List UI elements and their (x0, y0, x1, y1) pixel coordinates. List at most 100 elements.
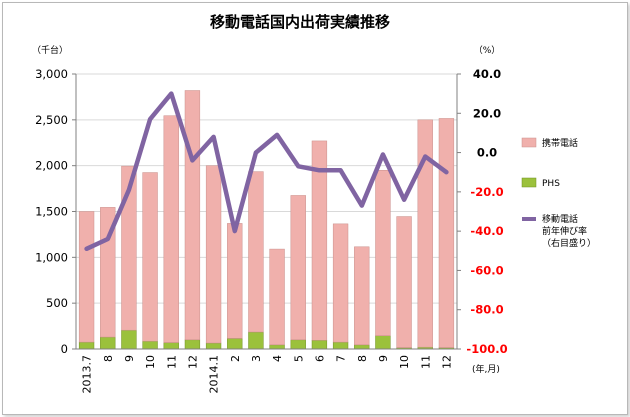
phs-bar (354, 344, 370, 350)
phs-bar (332, 341, 349, 350)
growth-rate-line (84, 91, 449, 252)
right-tick-label: 0.0 (477, 146, 497, 160)
right-tick-label: 20.0 (473, 106, 501, 120)
mobile-bar (396, 216, 412, 348)
legend-swatch-mobile (521, 137, 537, 148)
mobile-bar (78, 211, 95, 343)
grid-layer (76, 73, 457, 304)
growth-rate-point (213, 136, 215, 138)
right-tick-label: -100.0 (466, 342, 507, 356)
bar-layer (78, 90, 455, 350)
x-tick-label: 2014.1 (208, 355, 221, 394)
mobile-bar (375, 170, 391, 336)
x-tick-label: 3 (250, 355, 263, 362)
x-tick-label: 9 (123, 355, 136, 362)
left-tick-label: 3,000 (35, 67, 68, 81)
right-tick-label: -20.0 (470, 185, 503, 199)
x-tick-label: 10 (144, 355, 157, 369)
mobile-bar (438, 118, 455, 348)
mobile-bar (184, 90, 201, 341)
mobile-bar (227, 223, 243, 339)
growth-rate-point (255, 152, 257, 154)
mobile-bar (332, 223, 349, 343)
tick-layer: 0 500 1,000 1,500 2,000 2,500 3,000 -100.0 -80.0… (35, 67, 508, 394)
growth-rate-point (403, 199, 405, 201)
legend-label-mobile: 携帯電話 (542, 137, 578, 149)
mobile-bar (163, 115, 179, 343)
legend-swatch-phs (521, 177, 537, 188)
x-tick-label: 10 (398, 355, 411, 369)
x-tick-label: 7 (335, 355, 348, 362)
phs-bar (248, 331, 264, 350)
x-tick-label: 11 (419, 355, 432, 369)
right-tick-label: 40.0 (473, 67, 501, 81)
mobile-bar (142, 172, 158, 342)
mobile-bar (311, 140, 328, 341)
legend-label-growth: 前年伸び率 (542, 225, 587, 237)
phs-bar (163, 342, 179, 350)
left-tick-label: 500 (46, 296, 68, 310)
line-layer (84, 91, 449, 252)
growth-rate-point (445, 171, 447, 173)
axis-layer (72, 73, 461, 350)
legend-label-growth: 移動電話 (542, 213, 578, 225)
growth-rate-point (128, 189, 130, 191)
phs-bar (142, 340, 158, 350)
x-tick-label: 6 (313, 355, 326, 362)
right-axis-unit: （%） (474, 45, 501, 56)
phs-bar (121, 329, 137, 350)
left-tick-label: 2,000 (35, 159, 68, 173)
x-tick-label: 2013.7 (81, 355, 94, 394)
growth-rate-point (382, 154, 384, 156)
x-tick-label: 9 (377, 355, 390, 362)
right-tick-label: -60.0 (470, 263, 503, 277)
phs-bar (375, 335, 391, 350)
mobile-bar (248, 171, 264, 333)
growth-rate-point (191, 159, 193, 161)
x-tick-label: 12 (186, 355, 199, 369)
phs-bar (227, 338, 243, 350)
right-tick-label: -40.0 (470, 224, 503, 238)
phs-bar (100, 336, 116, 350)
chart-title: 移動電話国内出荷実績推移 (210, 13, 390, 31)
x-tick-label: 8 (356, 355, 369, 362)
growth-rate-point (424, 156, 426, 157)
phs-bar (78, 341, 95, 350)
mobile-bar (417, 119, 433, 348)
left-axis-unit: （千台） (32, 44, 68, 56)
phs-bar (184, 339, 201, 350)
growth-rate-point (234, 230, 236, 232)
left-tick-label: 2,500 (35, 113, 68, 127)
phs-bar (311, 340, 328, 350)
mobile-bar (290, 195, 306, 341)
right-tick-label: -80.0 (470, 303, 503, 317)
growth-rate-point (340, 169, 342, 171)
phs-bar (290, 339, 306, 350)
mobile-bar (354, 246, 370, 346)
growth-rate-point (170, 93, 172, 95)
growth-rate-point (276, 134, 278, 136)
growth-rate-point (86, 248, 88, 250)
growth-rate-point (149, 118, 151, 120)
phs-bar (269, 344, 285, 350)
legend-label-growth: （右目盛り） (542, 237, 596, 249)
growth-rate-point (107, 238, 109, 240)
x-axis-unit: (年,月) (472, 363, 500, 375)
legend-label-phs: PHS (542, 179, 560, 189)
left-tick-label: 1,500 (35, 205, 68, 219)
phs-bar (205, 342, 222, 350)
mobile-bar (205, 165, 222, 344)
left-tick-label: 0 (61, 342, 68, 356)
x-tick-label: 2 (229, 355, 242, 362)
growth-rate-point (297, 165, 299, 167)
left-tick-label: 1,000 (35, 250, 68, 264)
mobile-bar (121, 165, 137, 331)
x-tick-label: 5 (292, 355, 305, 362)
growth-rate-point (361, 205, 363, 207)
mobile-bar (269, 248, 285, 346)
x-tick-label: 8 (102, 355, 115, 362)
growth-rate-point (318, 169, 320, 171)
x-tick-label: 11 (165, 355, 178, 369)
